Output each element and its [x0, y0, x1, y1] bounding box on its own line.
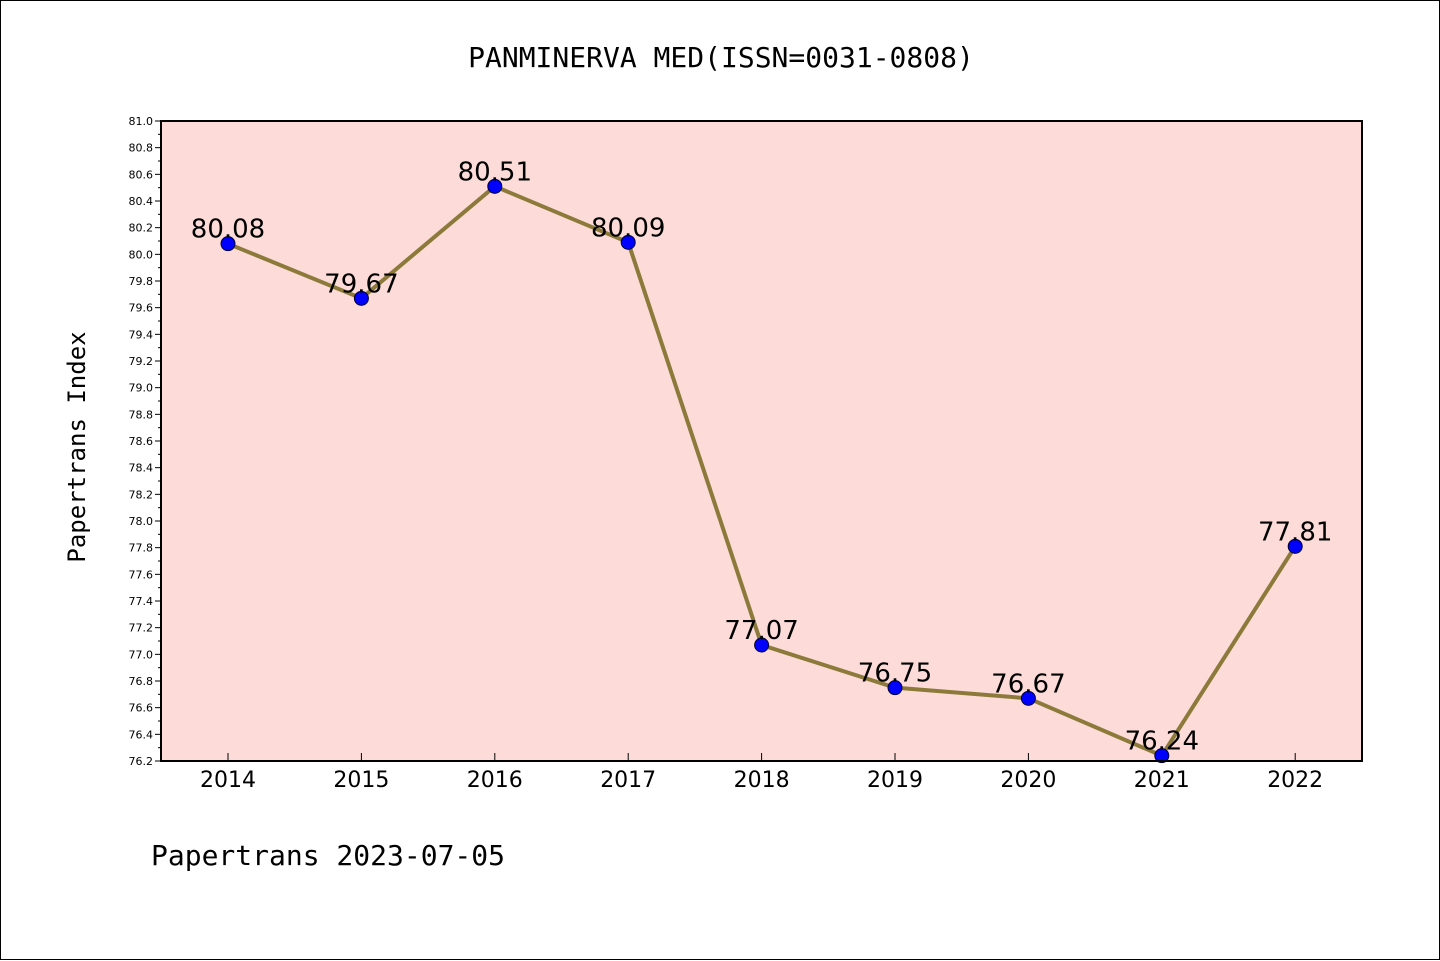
y-tick-label: 80.8 [129, 142, 154, 155]
y-tick-label: 78.2 [129, 488, 154, 501]
x-tick-label: 2015 [333, 768, 389, 793]
y-tick-label: 80.6 [129, 168, 154, 181]
x-tick-label: 2016 [467, 768, 523, 793]
plot-area [161, 121, 1362, 761]
y-tick-label: 76.8 [129, 675, 154, 688]
y-tick-label: 79.4 [129, 328, 154, 341]
data-point [220, 236, 236, 252]
footer-credit: Papertrans 2023-07-05 [151, 839, 505, 872]
data-point [1020, 690, 1036, 706]
y-tick-label: 78.6 [129, 435, 154, 448]
x-tick-label: 2019 [867, 768, 923, 793]
plot-frame [160, 120, 1363, 762]
data-label: 80.08 [191, 215, 265, 245]
y-tick-label: 76.6 [129, 702, 154, 715]
x-tick-label: 2022 [1267, 768, 1323, 793]
y-tick-label: 78.4 [129, 462, 154, 475]
data-label: 77.07 [724, 616, 798, 646]
x-tick-label: 2014 [200, 768, 256, 793]
y-tick-label: 76.2 [129, 755, 154, 768]
data-point [1154, 748, 1170, 764]
y-tick-label: 79.0 [129, 382, 154, 395]
y-tick-label: 78.0 [129, 515, 154, 528]
y-tick-label: 79.2 [129, 355, 154, 368]
data-label: 79.67 [324, 269, 398, 299]
data-point [353, 290, 369, 306]
data-labels: 80.08 79.67 80.51 80.09 77.07 76.75 76.67 76.24… [191, 157, 1333, 756]
data-label: 77.81 [1258, 517, 1332, 547]
y-tick-label: 77.4 [129, 595, 154, 608]
data-point [487, 178, 503, 194]
y-tick-label: 77.0 [129, 648, 154, 661]
data-label: 76.75 [858, 659, 932, 689]
y-tick-label: 79.6 [129, 302, 154, 315]
data-label: 76.67 [991, 669, 1065, 699]
x-tick-label: 2017 [600, 768, 656, 793]
y-tick-label: 77.6 [129, 568, 154, 581]
data-label: 76.24 [1125, 727, 1199, 757]
y-tick-label: 78.8 [129, 408, 154, 421]
y-axis-label: Papertrans Index [63, 331, 91, 562]
y-tick-label: 77.8 [129, 542, 154, 555]
x-tick-label: 2020 [1000, 768, 1056, 793]
x-axis: 2014 2015 2016 2017 2018 2019 2020 2021 2022 [200, 753, 1323, 793]
series-markers [220, 178, 1303, 764]
data-label: 80.51 [458, 157, 532, 187]
data-point [620, 234, 636, 250]
y-tick-label: 81.0 [129, 115, 154, 128]
y-tick-label: 77.2 [129, 622, 154, 635]
x-tick-label: 2018 [734, 768, 790, 793]
data-point [754, 637, 770, 653]
y-tick-label: 80.0 [129, 248, 154, 261]
data-point [887, 680, 903, 696]
y-tick-label: 79.8 [129, 275, 154, 288]
data-label: 80.09 [591, 213, 665, 243]
y-tick-label: 80.2 [129, 222, 154, 235]
y-tick-label: 76.4 [129, 728, 154, 741]
chart-title: PANMINERVA MED(ISSN=0031-0808) [468, 41, 974, 74]
y-axis: 76.2 76.4 76.6 76.8 77.0 77.2 77.4 77.6 77.8 78.0… [129, 115, 161, 768]
data-point [1287, 538, 1303, 554]
x-tick-label: 2021 [1134, 768, 1190, 793]
y-tick-label: 80.4 [129, 195, 154, 208]
